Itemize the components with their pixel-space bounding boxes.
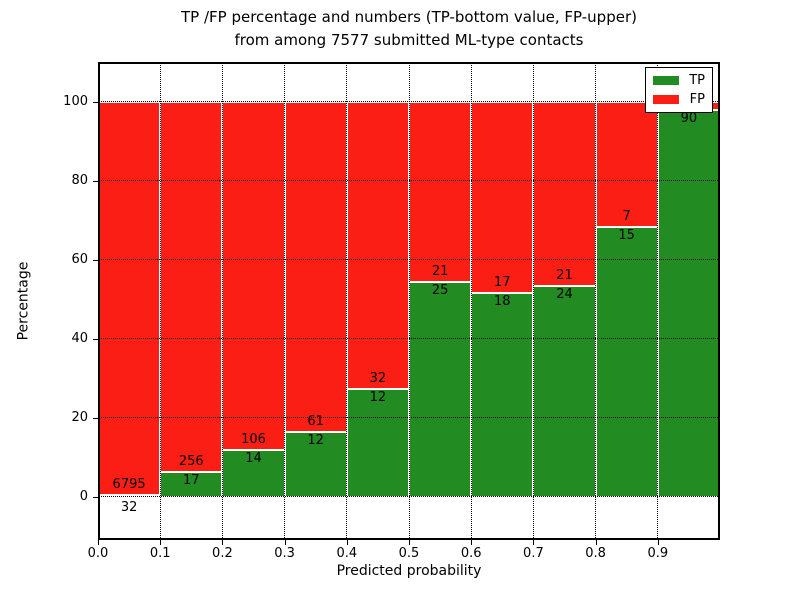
x-tick-label: 0.8 [585, 546, 606, 561]
x-tick-mark [222, 540, 224, 545]
tp-count-label: 18 [494, 294, 511, 310]
tp-count-label: 32 [120, 499, 138, 515]
x-tick-label: 0.5 [398, 546, 420, 561]
chart-title-block: TP /FP percentage and numbers (TP-bottom… [98, 6, 720, 52]
tp-count-label: 15 [618, 228, 635, 244]
gridline-vertical [470, 62, 472, 540]
y-tick-label: 60 [71, 251, 88, 267]
fp-bar-segment [160, 101, 223, 472]
x-tick-mark [346, 540, 348, 545]
gridline-horizontal [98, 496, 720, 498]
fp-count-label: 32 [369, 370, 387, 386]
legend-label-fp: FP [689, 91, 705, 107]
fp-bar-segment [533, 101, 596, 286]
y-tick-mark [93, 496, 98, 498]
y-tick-mark [93, 338, 98, 340]
fp-count-label: 106 [241, 432, 266, 448]
tp-bar-segment [284, 431, 347, 497]
tp-bar-segment [595, 227, 658, 497]
x-tick-label: 0.4 [336, 546, 358, 561]
gridline-vertical [221, 62, 223, 540]
x-tick-mark [409, 540, 410, 545]
gridline-vertical [159, 62, 161, 540]
y-tick-mark [93, 180, 98, 182]
fp-bar-segment [595, 101, 658, 228]
tp-count-label: 12 [369, 389, 387, 405]
legend-item-tp: TP [653, 73, 705, 88]
gridline-vertical [532, 62, 534, 540]
y-tick-label: 20 [71, 409, 88, 425]
x-tick-label: 0.9 [647, 546, 669, 561]
gridline-vertical [408, 62, 410, 540]
gridline-horizontal [98, 259, 720, 261]
x-tick-mark [98, 540, 99, 545]
gridline-vertical [657, 62, 659, 540]
y-tick-label: 80 [71, 172, 88, 188]
x-tick-mark [595, 540, 597, 545]
gridline-horizontal [98, 417, 720, 419]
chart-subtitle: from among 7577 submitted ML-type contac… [234, 31, 584, 49]
tp-bar-segment [471, 293, 534, 497]
legend: TP FP [645, 67, 713, 113]
y-tick-mark [93, 259, 98, 261]
fp-count-label: 7 [622, 209, 631, 225]
fp-bar-segment [98, 101, 161, 495]
fp-bar-segment [222, 101, 285, 451]
fp-bar-segment [471, 101, 534, 294]
tp-bar-segment [346, 388, 409, 497]
fp-count-label: 21 [431, 263, 449, 279]
legend-item-fp: FP [653, 92, 705, 107]
fp-count-label: 61 [307, 413, 324, 429]
x-tick-mark [284, 540, 286, 545]
fp-bar-segment [409, 101, 472, 282]
x-axis-label: Predicted probability [336, 563, 482, 579]
y-tick-mark [93, 417, 98, 419]
tp-count-label: 24 [556, 286, 573, 302]
plot-area: 6795 32 256 17 106 14 61 12 32 12 21 25 17 18 21 24 7 15 9… [98, 62, 720, 540]
x-tick-label: 0.7 [523, 546, 544, 561]
tp-count-label: 90 [680, 111, 698, 127]
gridline-vertical [346, 62, 348, 540]
tp-count-label: 17 [183, 472, 200, 488]
x-tick-mark [657, 540, 659, 545]
x-tick-label: 0.2 [212, 546, 233, 561]
y-axis-label: Percentage [15, 261, 32, 341]
tp-bar-segment [533, 285, 596, 497]
x-tick-mark [533, 540, 535, 545]
gridline-vertical [595, 62, 597, 540]
fp-bar-segment [346, 101, 409, 389]
x-tick-label: 0.3 [274, 546, 295, 561]
fp-swatch-icon [653, 94, 679, 104]
x-tick-mark [471, 540, 473, 545]
tp-count-label: 25 [431, 282, 449, 298]
x-tick-label: 0.0 [87, 546, 109, 561]
gridline-horizontal [98, 180, 720, 181]
fp-count-label: 17 [494, 275, 511, 291]
fp-count-label: 6795 [112, 476, 146, 492]
y-tick-label: 100 [63, 93, 88, 109]
x-tick-label: 0.1 [149, 546, 171, 561]
x-tick-mark [160, 540, 162, 545]
gridline-horizontal [98, 101, 720, 102]
gridline-horizontal [98, 338, 720, 340]
tp-bar-segment [222, 450, 285, 497]
tp-count-label: 14 [245, 451, 262, 467]
tp-bar-segment [409, 281, 472, 497]
tp-bar-segment [657, 110, 720, 497]
fp-bar-segment [284, 101, 347, 432]
y-tick-label: 40 [71, 330, 88, 346]
y-tick-label: 0 [79, 488, 88, 504]
y-tick-mark [93, 101, 98, 103]
tp-count-label: 12 [307, 432, 324, 448]
chart-title: TP /FP percentage and numbers (TP-bottom… [181, 8, 637, 26]
x-tick-label: 0.6 [460, 546, 482, 561]
tp-bar-segment [160, 471, 223, 497]
y-axis-label-wrap: Percentage [8, 62, 38, 540]
tp-swatch-icon [653, 76, 679, 86]
gridline-vertical [284, 62, 286, 540]
legend-label-tp: TP [689, 73, 705, 89]
fp-count-label: 256 [178, 453, 204, 469]
fp-count-label: 21 [556, 267, 573, 283]
